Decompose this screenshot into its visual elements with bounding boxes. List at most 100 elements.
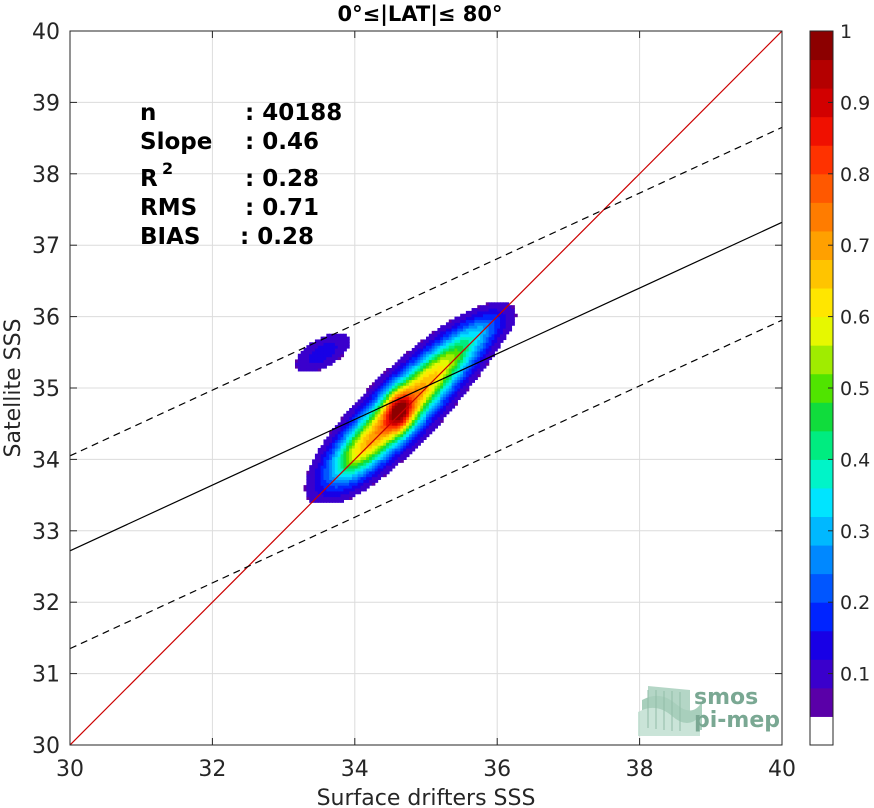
density-cell [340,487,345,492]
density-cell [394,373,399,378]
density-cell [312,345,316,349]
density-cell [443,333,447,338]
density-cell [383,439,387,443]
density-cell [437,345,441,349]
density-cell [329,479,333,483]
density-cell [417,373,421,378]
density-cell [514,313,518,318]
density-cell [374,419,379,423]
density-cell [351,416,356,421]
density-cell [434,370,438,375]
colorbar-segment [810,430,833,460]
density-cell [400,368,404,372]
density-cell [386,388,390,392]
density-cell [460,382,464,386]
density-cell [457,368,461,372]
density-cell [423,350,427,355]
density-cell [414,370,419,375]
density-cell [471,322,476,326]
density-cell [485,342,490,346]
density-cell [465,348,470,352]
density-cell [346,413,350,418]
density-cell [431,413,436,418]
density-cell [380,450,384,455]
density-cell [391,453,396,458]
density-cell [354,479,359,483]
density-cell [388,433,393,438]
density-cell [351,422,356,426]
density-cell [465,376,470,381]
density-cell [386,376,390,381]
density-cell [334,467,339,472]
density-cell [377,447,382,452]
density-cell [477,330,481,335]
density-cell [351,433,356,438]
density-cell [369,459,373,463]
density-cell [488,319,493,323]
density-cell [420,362,424,366]
density-cell [334,430,339,435]
density-cell [312,368,316,372]
density-cell [403,453,407,458]
density-cell [480,319,484,323]
density-cell [463,322,467,326]
density-cell [440,330,444,335]
density-cell [363,416,367,421]
density-cell [323,459,327,463]
density-cell [420,342,424,346]
density-cell [351,473,356,478]
density-cell [411,433,416,438]
density-cell [465,350,470,355]
density-cell [417,436,421,441]
density-cell [343,425,347,429]
density-cell [406,407,410,412]
density-cell [383,430,387,435]
density-cell [332,453,336,458]
density-cell [497,339,501,343]
density-cell [426,413,430,418]
density-cell [406,419,410,423]
density-cell [397,436,401,441]
density-cell [380,399,384,403]
density-cell [494,325,498,329]
density-cell [445,373,450,378]
density-cell [397,373,401,378]
density-cell [334,487,339,492]
density-cell [477,362,481,366]
density-cell [471,330,476,335]
density-cell [377,445,382,449]
density-cell [303,353,307,358]
density-cell [431,362,436,366]
density-cell [357,405,362,409]
density-cell [428,396,433,401]
density-cell [314,490,319,495]
density-cell [443,336,447,341]
density-cell [360,473,364,478]
density-cell [369,419,373,423]
density-cell [440,333,444,338]
density-cell [309,479,313,483]
density-cell [320,462,325,466]
density-cell [485,330,490,335]
density-cell [363,479,367,483]
density-cell [505,328,510,332]
density-cell [488,345,493,349]
density-cell [463,316,467,321]
density-cell [386,433,390,438]
density-cell [437,419,441,423]
density-cell [312,362,316,366]
density-cell [448,342,453,346]
density-cell [340,422,345,426]
density-cell [349,467,353,472]
density-cell [400,376,404,381]
density-cell [363,476,367,480]
density-cell [340,479,345,483]
density-cell [357,416,362,421]
density-cell [420,359,424,363]
density-cell [383,388,387,392]
density-cell [451,385,456,389]
density-cell [349,407,353,412]
density-cell [326,499,330,503]
density-cell [437,359,441,363]
density-cell [474,310,478,315]
